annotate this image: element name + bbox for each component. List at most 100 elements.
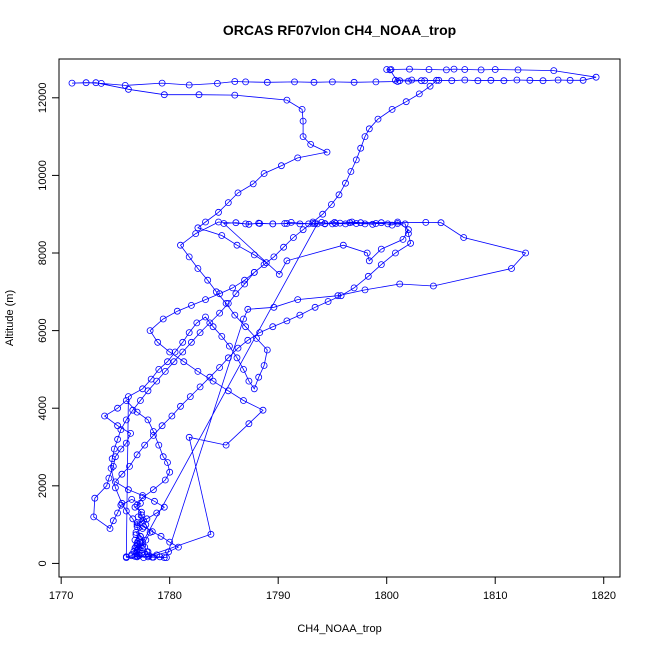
data-point (177, 241, 184, 249)
data-point (270, 303, 278, 311)
data-point (357, 144, 365, 152)
data-point (335, 191, 343, 199)
data-point (126, 462, 133, 470)
data-point (108, 455, 116, 463)
data-point (68, 79, 76, 87)
data-point (311, 220, 319, 227)
data-point (415, 90, 423, 98)
data-point (128, 552, 136, 560)
data-point (106, 525, 114, 532)
data-point (131, 503, 139, 511)
data-point (143, 515, 151, 523)
data-point (144, 387, 152, 395)
data-point (421, 77, 429, 85)
data-point (231, 311, 239, 319)
data-point (109, 517, 117, 525)
data-point (186, 393, 194, 401)
data-point (118, 470, 126, 478)
data-point (128, 495, 136, 503)
data-point (180, 358, 188, 366)
data-point (185, 433, 193, 441)
data-point (209, 377, 217, 385)
data-point (377, 261, 385, 269)
data-point (153, 377, 161, 385)
data-point (110, 445, 118, 453)
chart-title: ORCAS RF07vlon CH4_NOAA_trop (223, 22, 456, 38)
data-point (244, 305, 252, 313)
data-point (118, 499, 126, 507)
data-point (461, 76, 469, 84)
data-point (133, 501, 141, 509)
data-point (162, 554, 170, 561)
data-point (114, 422, 121, 430)
data-point (388, 221, 396, 229)
data-point (103, 482, 111, 490)
data-point (146, 327, 154, 335)
data-point (164, 358, 171, 366)
data-point (157, 532, 165, 540)
data-point (365, 257, 373, 265)
data-point (240, 315, 247, 323)
data-point (289, 234, 297, 241)
data-point (450, 65, 458, 73)
data-point (114, 509, 121, 517)
data-point (179, 338, 187, 346)
data-point (144, 416, 152, 424)
data-point (151, 497, 158, 505)
data-point (158, 422, 166, 430)
data-point (135, 535, 143, 542)
data-point (299, 226, 307, 234)
data-point (133, 521, 141, 528)
data-point (231, 91, 239, 99)
data-point (140, 523, 148, 531)
data-point (426, 82, 434, 90)
data-point (262, 259, 270, 267)
data-point (216, 364, 224, 371)
data-point (218, 332, 226, 340)
data-point (280, 243, 288, 251)
data-point (240, 365, 247, 373)
data-point (212, 288, 220, 296)
x-tick-label: 1810 (483, 590, 507, 602)
data-point (194, 265, 202, 272)
data-point (352, 220, 360, 227)
y-tick-label: 8000 (37, 241, 49, 265)
data-point (277, 162, 285, 170)
data-point (348, 218, 356, 226)
data-point (448, 77, 456, 85)
data-point (136, 539, 144, 546)
data-point (294, 296, 302, 304)
x-tick-label: 1800 (374, 590, 398, 602)
data-point (109, 462, 117, 470)
data-point (319, 210, 327, 218)
data-point (242, 220, 250, 228)
data-point (460, 234, 468, 241)
data-point (139, 492, 147, 499)
data-point (170, 358, 178, 366)
data-point (124, 85, 132, 93)
data-point (269, 323, 277, 331)
data-point (296, 311, 304, 319)
data-point (129, 406, 137, 414)
data-point (394, 218, 402, 226)
data-point (195, 91, 203, 99)
y-tick-label: 0 (37, 560, 49, 566)
data-point (401, 220, 409, 228)
data-point (159, 315, 167, 323)
data-point (508, 265, 515, 272)
data-point (433, 76, 441, 84)
data-point (407, 239, 415, 247)
data-point (408, 76, 416, 84)
data-point (124, 486, 132, 494)
data-point (101, 412, 108, 420)
data-point (122, 397, 130, 404)
data-point (97, 80, 105, 87)
data-point (259, 406, 267, 414)
data-point (224, 199, 232, 207)
data-point (133, 548, 141, 556)
y-axis-label: Altitude (m) (4, 290, 16, 346)
data-point (323, 148, 331, 156)
data-point (386, 66, 394, 74)
x-axis-label: CH4_NOAA_trop (297, 623, 381, 635)
